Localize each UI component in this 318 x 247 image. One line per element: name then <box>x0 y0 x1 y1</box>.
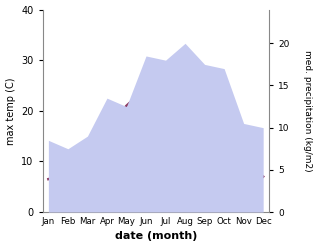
Y-axis label: max temp (C): max temp (C) <box>5 77 16 144</box>
Y-axis label: med. precipitation (kg/m2): med. precipitation (kg/m2) <box>303 50 313 172</box>
X-axis label: date (month): date (month) <box>114 231 197 242</box>
